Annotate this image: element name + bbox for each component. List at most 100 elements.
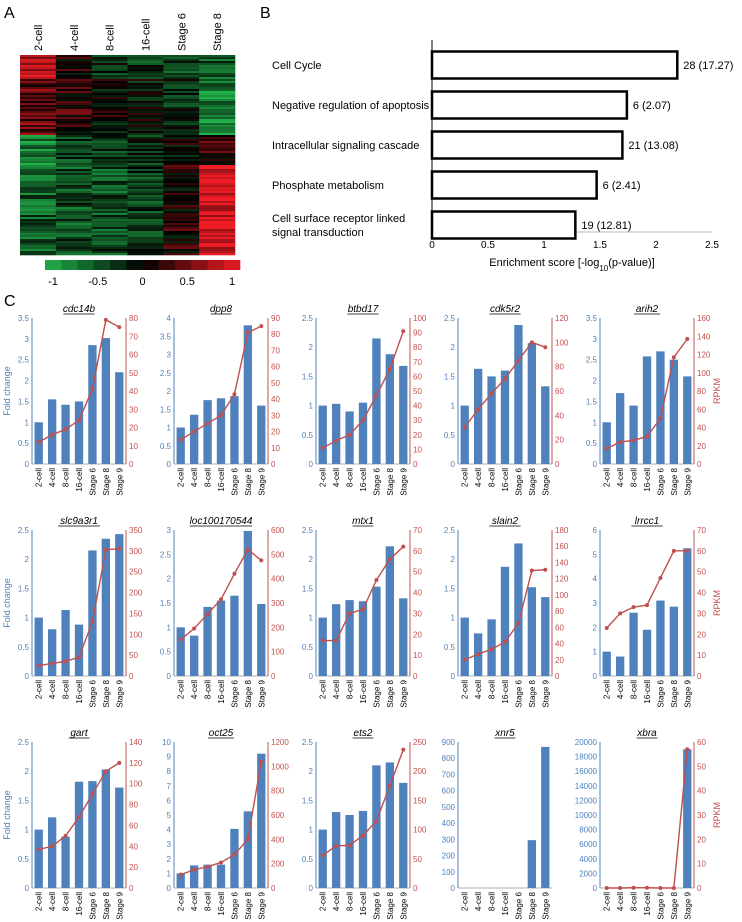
heatmap-cell (199, 237, 236, 240)
right-y-tick: 0 (271, 460, 276, 469)
heatmap-cell (20, 241, 57, 244)
heatmap-cell (55, 177, 92, 180)
left-y-tick: 2.5 (302, 526, 314, 535)
heatmap-cell (163, 231, 200, 234)
right-y-tick: 60 (271, 363, 280, 372)
right-y-tick: 50 (413, 568, 422, 577)
heatmap-cell (127, 143, 164, 146)
heatmap-cell (20, 69, 57, 72)
heatmap-cell (91, 77, 128, 80)
heatmap-cell (199, 227, 236, 230)
heatmap-cell (91, 203, 128, 206)
right-y-tick: 60 (555, 623, 564, 632)
heatmap-cell (163, 149, 200, 152)
heatmap: 2-cell 4-cell 8-cell 16-cell Stage 6 Stage 8 -… (20, 13, 241, 288)
heatmap-cell (127, 83, 164, 86)
x-tick-label: 8-cell (62, 680, 71, 699)
heatmap-cell (163, 121, 200, 124)
fold-bar (230, 595, 239, 676)
left-y-tick: 0 (167, 460, 172, 469)
heatmap-cell (163, 115, 200, 118)
heatmap-cell (91, 137, 128, 140)
x-tick-label: Stage 9 (399, 467, 408, 495)
heatmap-cell (20, 229, 57, 232)
fold-bar (656, 351, 665, 464)
rpkm-point (462, 425, 467, 430)
heatmap-cell (55, 59, 92, 62)
heatmap-cell (163, 235, 200, 238)
heatmap-cell (199, 129, 236, 132)
rpkm-point (401, 544, 406, 549)
heatmap-cell (127, 113, 164, 116)
right-y-tick: 70 (697, 526, 706, 535)
heatmap-cell (199, 105, 236, 108)
x-tick-label: Stage 8 (528, 467, 537, 495)
panel-c-label: C (4, 293, 16, 310)
fold-bar (101, 538, 111, 676)
left-y-tick: 2.5 (444, 526, 456, 535)
fold-bar (230, 396, 239, 464)
heatmap-cell (127, 81, 164, 84)
heatmap-cell (55, 137, 92, 140)
fold-bar (541, 746, 550, 888)
heatmap-cell (55, 181, 92, 184)
heatmap-cell (199, 195, 236, 198)
heatmap-cell (199, 219, 236, 222)
x-tick-label: Stage 8 (670, 891, 679, 919)
heatmap-cell (163, 61, 200, 64)
heatmap-cell (199, 203, 236, 206)
heatmap-cell (55, 249, 92, 252)
heatmap-cell (20, 179, 57, 182)
heatmap-cell (91, 91, 128, 94)
heatmap-cell (55, 85, 92, 88)
heatmap-cell (91, 55, 128, 58)
rpkm-point (219, 413, 223, 418)
left-y-tick: 0 (25, 460, 30, 469)
heatmap-cell (55, 159, 92, 162)
heatmap-cell (55, 79, 92, 82)
left-y-tick: 2.5 (444, 314, 456, 323)
left-y-tick: 0 (309, 460, 314, 469)
x-tick-label: 2-cell (603, 680, 612, 699)
gene-title: slc9a3r1 (60, 516, 98, 527)
color-scale-tick: 0 (139, 276, 145, 288)
x-tick-label: 8-cell (62, 892, 71, 911)
rpkm-point (117, 546, 122, 551)
rpkm-point (529, 340, 534, 345)
right-y-tick: 100 (555, 591, 569, 600)
heatmap-cell (91, 209, 128, 212)
x-tick-label: 8-cell (488, 892, 497, 911)
rpkm-point (503, 376, 507, 381)
heatmap-cell (91, 179, 128, 182)
heatmap-cell (127, 71, 164, 74)
heatmap-cell (163, 249, 200, 252)
rpkm-line (606, 749, 688, 889)
heatmap-cell (127, 79, 164, 82)
x-tick-label: 8-cell (630, 468, 639, 487)
x-tick-label: 8-cell (346, 680, 355, 699)
x-tick-label: 8-cell (346, 468, 355, 487)
x-tick-label: 2-cell (461, 892, 470, 911)
fold-bar (358, 601, 368, 676)
rpkm-point (334, 438, 339, 443)
rpkm-point (117, 325, 122, 330)
fold-bar (216, 864, 226, 888)
heatmap-cell (163, 169, 200, 172)
fold-bar (189, 865, 199, 888)
heatmap-cell (127, 103, 164, 106)
fold-bar (243, 530, 253, 676)
heatmap-cell (163, 251, 200, 254)
rpkm-point (50, 661, 55, 666)
heatmap-cell (199, 209, 236, 212)
heatmap-cell (20, 239, 57, 242)
heatmap-cell (20, 143, 57, 146)
heatmap-cell (91, 151, 128, 154)
x-tick-label: 2-cell (35, 680, 44, 699)
heatmap-cell (163, 57, 200, 60)
rpkm-point (374, 818, 379, 823)
heatmap-cell (91, 177, 128, 180)
heatmap-cell (55, 155, 92, 158)
right-y-tick: 80 (129, 801, 138, 810)
heatmap-cell (163, 85, 200, 88)
right-y-tick: 160 (697, 314, 711, 323)
